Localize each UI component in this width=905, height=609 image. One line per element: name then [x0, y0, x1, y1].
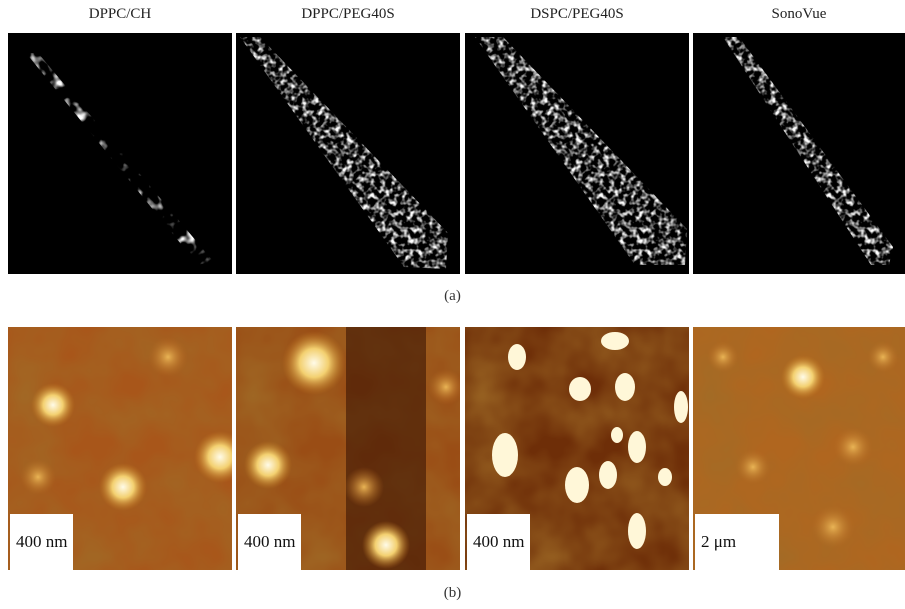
- panel-title: SonoVue: [693, 6, 905, 23]
- panel-title: DPPC/PEG40S: [236, 6, 460, 23]
- figure-page: DPPC/CH DPPC/PEG40S DSPC/PEG40S SonoVue …: [0, 0, 905, 609]
- scale-bar-label: 400 nm: [10, 514, 73, 570]
- scale-bar-label: 400 nm: [467, 514, 530, 570]
- row-label: (b): [0, 585, 905, 602]
- scale-bar-label: 2 μm: [695, 514, 779, 570]
- ultrasound-image: [693, 33, 905, 274]
- row-label: (a): [0, 288, 905, 305]
- ultrasound-image: [236, 33, 460, 274]
- ultrasound-image: [465, 33, 689, 274]
- panel-title: DSPC/PEG40S: [465, 6, 689, 23]
- panel-title: DPPC/CH: [8, 6, 232, 23]
- ultrasound-image: [8, 33, 232, 274]
- scale-bar-label: 400 nm: [238, 514, 301, 570]
